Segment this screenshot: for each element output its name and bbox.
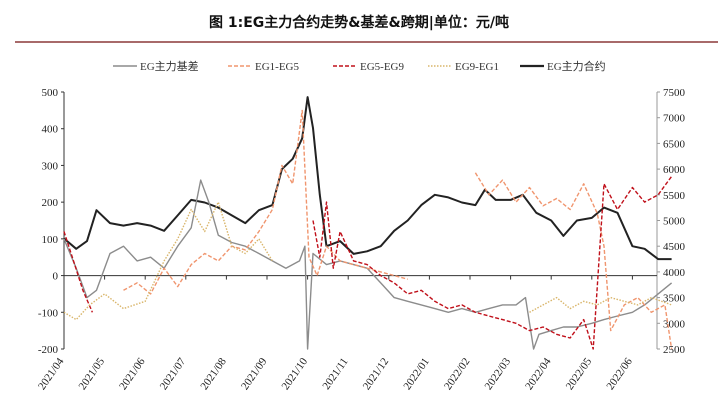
- left-tick-label: 100: [42, 234, 59, 246]
- x-tick-label: 2021/11: [320, 356, 350, 392]
- title-divider: [15, 41, 718, 43]
- x-tick-label: 2022/06: [604, 355, 635, 392]
- x-tick-label: 2021/12: [361, 356, 392, 392]
- right-tick-label: 7500: [663, 87, 686, 99]
- x-tick-label: 2022/04: [523, 355, 554, 392]
- left-tick-label: 0: [53, 271, 59, 283]
- x-tick-label: 2021/09: [239, 355, 270, 392]
- right-tick-label: 2500: [663, 344, 686, 356]
- x-tick-label: 2021/04: [36, 355, 67, 392]
- x-tick-label: 2021/06: [117, 355, 148, 392]
- x-tick-label: 2021/05: [77, 355, 108, 392]
- right-tick-label: 7000: [663, 113, 686, 125]
- x-tick-label: 2021/10: [280, 355, 311, 392]
- series-line-4: [63, 96, 672, 261]
- x-tick-label: 2021/07: [158, 355, 189, 392]
- right-tick-label: 6000: [663, 164, 686, 176]
- series-line-0: [63, 179, 673, 350]
- left-tick-label: 500: [42, 87, 59, 99]
- legend-label-4: EG主力合约: [547, 59, 606, 73]
- series-line-2: [63, 175, 673, 350]
- right-tick-label: 4500: [663, 241, 686, 253]
- right-tick-label: 3000: [663, 318, 686, 330]
- x-tick-label: 2022/03: [483, 355, 514, 392]
- right-tick-label: 4000: [663, 267, 686, 279]
- legend-label-2: EG5-EG9: [360, 61, 404, 73]
- series-line-3: [63, 201, 672, 321]
- right-tick-label: 5000: [663, 216, 686, 228]
- left-tick-label: 400: [42, 124, 59, 136]
- x-tick-label: 2022/05: [564, 355, 595, 392]
- x-tick-label: 2022/01: [401, 356, 432, 392]
- legend-label-1: EG1-EG5: [255, 61, 299, 73]
- x-tick-label: 2022/02: [442, 356, 473, 392]
- legend-label-0: EG主力基差: [140, 59, 199, 73]
- right-tick-label: 6500: [663, 138, 686, 150]
- series-line-1: [123, 109, 673, 350]
- left-tick-label: 200: [42, 197, 59, 209]
- left-tick-label: -100: [38, 307, 59, 319]
- chart-title: 图 1:EG主力合约走势&基差&跨期|单位：元/吨: [209, 15, 509, 31]
- right-tick-label: 5500: [663, 190, 686, 202]
- left-tick-label: -200: [38, 344, 59, 356]
- x-tick-label: 2021/08: [198, 355, 229, 392]
- legend-label-3: EG9-EG1: [455, 61, 499, 73]
- left-tick-label: 300: [42, 160, 59, 172]
- right-tick-label: 3500: [663, 293, 686, 305]
